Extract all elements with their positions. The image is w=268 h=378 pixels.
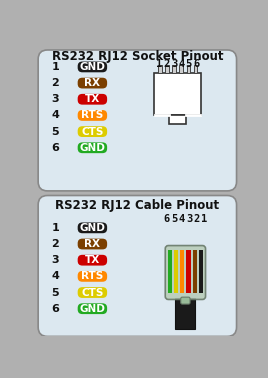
Bar <box>175 298 195 329</box>
Text: 4: 4 <box>178 214 185 224</box>
Bar <box>180 65 183 73</box>
Text: 2: 2 <box>51 78 59 88</box>
FancyBboxPatch shape <box>78 287 107 298</box>
Text: 2: 2 <box>163 59 170 69</box>
FancyBboxPatch shape <box>78 62 107 72</box>
Text: 4: 4 <box>178 59 184 69</box>
Text: 4: 4 <box>51 110 59 121</box>
FancyBboxPatch shape <box>78 110 107 121</box>
Text: RS232 RJ12 Cable Pinout: RS232 RJ12 Cable Pinout <box>55 198 219 212</box>
Text: 5: 5 <box>185 59 192 69</box>
Text: GND: GND <box>80 143 105 153</box>
Text: 5: 5 <box>51 288 59 297</box>
Bar <box>193 250 197 293</box>
Text: 2: 2 <box>193 214 200 224</box>
Bar <box>187 65 190 73</box>
FancyBboxPatch shape <box>78 143 107 153</box>
FancyBboxPatch shape <box>78 94 107 105</box>
Text: 6: 6 <box>51 304 59 314</box>
Text: CTS: CTS <box>81 288 104 297</box>
Text: 5: 5 <box>171 214 177 224</box>
Bar <box>165 65 169 73</box>
FancyBboxPatch shape <box>38 195 237 336</box>
Text: 3: 3 <box>186 214 192 224</box>
FancyBboxPatch shape <box>78 223 107 233</box>
Text: 1: 1 <box>201 214 207 224</box>
Text: RX: RX <box>84 78 100 88</box>
Bar <box>168 250 172 293</box>
Bar <box>180 250 184 293</box>
Text: GND: GND <box>80 62 105 72</box>
Bar <box>194 65 197 73</box>
Text: GND: GND <box>80 223 105 233</box>
Text: 5: 5 <box>51 127 59 136</box>
Text: CTS: CTS <box>81 127 104 136</box>
FancyBboxPatch shape <box>78 239 107 249</box>
Bar <box>186 250 191 293</box>
FancyBboxPatch shape <box>78 271 107 282</box>
Text: 6: 6 <box>164 214 170 224</box>
Text: RS232 RJ12 Socket Pinout: RS232 RJ12 Socket Pinout <box>52 50 223 63</box>
Text: RX: RX <box>84 239 100 249</box>
Text: TX: TX <box>85 94 100 104</box>
Bar <box>154 73 201 115</box>
Text: GND: GND <box>80 304 105 314</box>
FancyBboxPatch shape <box>38 50 237 191</box>
Bar <box>172 65 176 73</box>
FancyBboxPatch shape <box>165 246 206 299</box>
FancyBboxPatch shape <box>181 297 190 304</box>
FancyBboxPatch shape <box>78 255 107 266</box>
Text: 3: 3 <box>51 255 59 265</box>
FancyBboxPatch shape <box>78 78 107 88</box>
Text: TX: TX <box>85 255 100 265</box>
Text: 4: 4 <box>51 271 59 281</box>
Bar <box>199 250 203 293</box>
Text: RTS: RTS <box>81 271 103 281</box>
Text: 1: 1 <box>51 62 59 72</box>
Bar <box>169 115 186 124</box>
FancyBboxPatch shape <box>78 126 107 137</box>
Text: 6: 6 <box>193 59 199 69</box>
Text: 3: 3 <box>171 59 177 69</box>
Text: 2: 2 <box>51 239 59 249</box>
Text: RTS: RTS <box>81 110 103 121</box>
Text: 3: 3 <box>51 94 59 104</box>
Text: 1: 1 <box>51 223 59 233</box>
Bar <box>174 250 178 293</box>
Bar <box>158 65 162 73</box>
Text: 1: 1 <box>156 59 162 69</box>
FancyBboxPatch shape <box>78 303 107 314</box>
Text: 6: 6 <box>51 143 59 153</box>
